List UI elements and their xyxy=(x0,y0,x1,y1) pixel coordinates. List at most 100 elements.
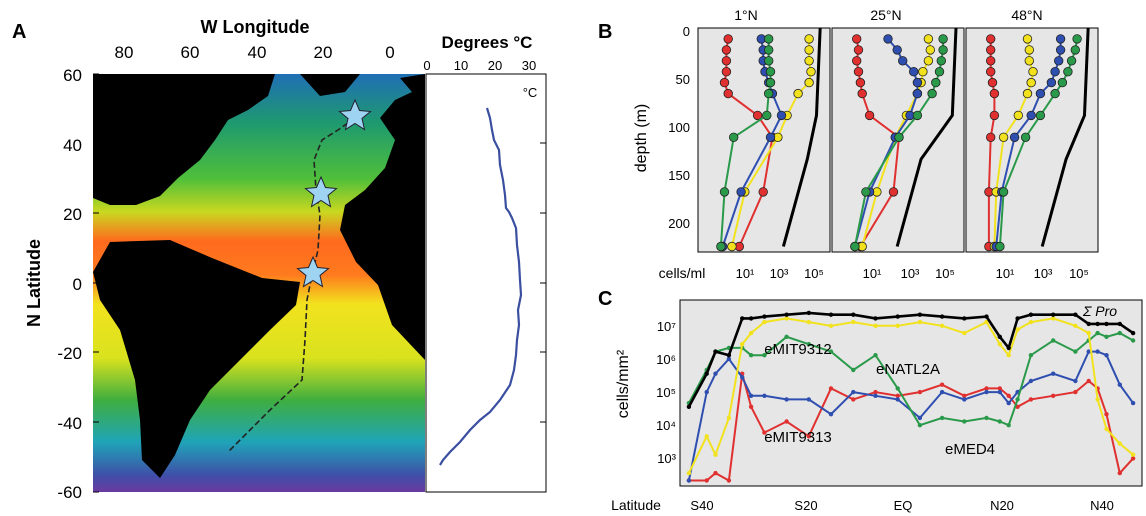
series-point xyxy=(828,323,834,328)
series-point xyxy=(939,389,945,395)
series-point xyxy=(1006,345,1011,351)
latitudinal-abundance-chart xyxy=(686,310,1136,483)
map-frame-ticks xyxy=(93,73,99,493)
lat-axis-tick: S40 xyxy=(690,498,713,513)
series-point xyxy=(984,386,989,391)
profile-point xyxy=(1013,110,1024,121)
north-america-landmass xyxy=(93,74,275,205)
series-point xyxy=(1086,330,1091,336)
temperature-plot-frame xyxy=(425,73,547,493)
depth-profile-1 xyxy=(697,27,831,253)
depth-tick: 50 xyxy=(676,72,690,87)
series-point xyxy=(997,334,1002,339)
series-point xyxy=(762,430,767,435)
series-point xyxy=(1117,470,1123,476)
profile-point xyxy=(998,187,1009,197)
series-point xyxy=(748,353,754,358)
lat-tick: 40 xyxy=(63,136,82,155)
profile-point xyxy=(986,56,996,66)
lat-tick: 0 xyxy=(73,275,82,294)
profile-point xyxy=(912,77,923,88)
series-point xyxy=(873,316,878,321)
series-point xyxy=(748,393,754,398)
series-point xyxy=(1104,334,1109,339)
profile-point xyxy=(938,34,948,44)
abundance-tick: 10⁴ xyxy=(656,418,676,433)
series-point xyxy=(828,349,834,354)
series-point xyxy=(873,323,878,328)
profile-point xyxy=(1055,45,1066,55)
series-point xyxy=(713,371,718,376)
profile-point xyxy=(986,34,996,44)
profile-point xyxy=(721,45,732,55)
total-abundance-line xyxy=(1040,27,1090,247)
profile-point xyxy=(986,66,996,77)
station-label-25N: 25°N xyxy=(870,7,901,23)
series-point xyxy=(1015,327,1020,332)
cell-tick: 10¹ xyxy=(863,266,882,281)
profile-point xyxy=(938,45,948,55)
series-point xyxy=(748,330,754,336)
series-line-emed4 xyxy=(687,350,1134,481)
profile-point xyxy=(1024,56,1035,66)
series-point xyxy=(784,397,789,402)
series-point xyxy=(726,478,732,483)
profile-point xyxy=(716,241,726,252)
series-point xyxy=(806,319,811,325)
profile-point xyxy=(1022,88,1033,99)
profile-point xyxy=(923,34,934,44)
profile-point xyxy=(806,66,816,77)
lat-tick: -40 xyxy=(57,414,82,433)
series-point xyxy=(917,389,923,395)
profile-point xyxy=(1072,34,1082,44)
temperature-frame-ticks xyxy=(540,142,546,423)
series-point xyxy=(1028,397,1034,402)
profile-point xyxy=(934,66,945,77)
profile-point xyxy=(987,77,998,88)
profile-point xyxy=(1024,45,1035,55)
series-point xyxy=(1130,400,1136,406)
series-point xyxy=(984,415,989,421)
series-point xyxy=(1073,349,1078,354)
profile-point xyxy=(927,88,937,99)
series-point xyxy=(939,323,945,328)
depth-axis-title: depth (m) xyxy=(633,104,650,172)
cell-count-ticks: 10¹ 10³ 10⁵ 10¹ 10³ 10⁵ 10¹ 10³ 10⁵ xyxy=(736,266,1089,281)
star-icon xyxy=(296,255,330,288)
series-point xyxy=(962,397,967,402)
profile-point xyxy=(721,56,732,66)
series-point xyxy=(1086,378,1091,384)
cells-per-mm2-axis-title: cells/mm² xyxy=(615,349,632,418)
profile-point xyxy=(852,56,862,66)
series-point xyxy=(1117,441,1123,446)
series-point xyxy=(1104,426,1109,432)
profile-point xyxy=(1063,66,1073,77)
series-point xyxy=(997,342,1002,347)
abundance-tick: 10³ xyxy=(657,451,676,466)
south-america-landmass xyxy=(93,240,300,478)
total-abundance-line xyxy=(895,27,958,247)
lon-tick: 40 xyxy=(248,43,267,62)
cells-per-ml-label: cells/ml xyxy=(659,265,706,281)
lat-tick: 60 xyxy=(63,66,82,85)
depth-profile-2 xyxy=(831,27,965,253)
profile-point xyxy=(1057,77,1068,88)
profile-point xyxy=(853,45,864,55)
profile-point xyxy=(912,88,923,99)
profile-point xyxy=(1026,77,1036,88)
profile-point xyxy=(1046,77,1057,88)
ecotype-profile-yellow xyxy=(993,38,1035,247)
profile-point xyxy=(758,187,768,197)
profile-point xyxy=(1035,110,1046,121)
profile-point xyxy=(923,56,934,66)
series-point xyxy=(686,404,692,409)
profile-point xyxy=(925,45,936,55)
series-point xyxy=(704,389,709,395)
series-point xyxy=(806,434,811,439)
series-point xyxy=(784,419,789,424)
star-icon xyxy=(304,175,338,208)
lon-tick: 0 xyxy=(385,43,394,62)
series-point xyxy=(740,316,745,321)
series-point xyxy=(984,319,989,325)
